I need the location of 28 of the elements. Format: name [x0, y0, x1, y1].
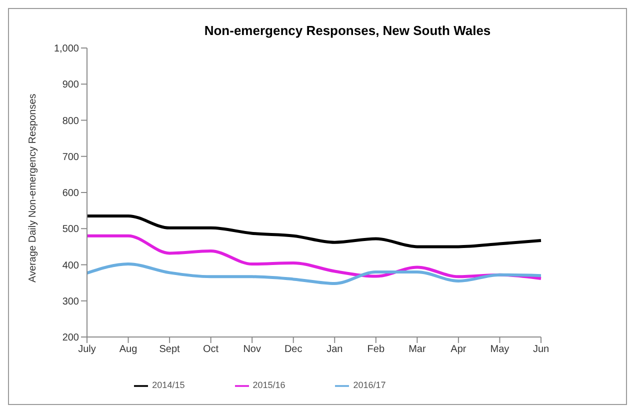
x-tick-label: Jun — [532, 344, 550, 356]
y-tick-label: 600 — [62, 188, 80, 200]
x-tick-label: May — [490, 344, 510, 356]
y-tick-label: 300 — [62, 296, 80, 308]
y-tick-label: 900 — [62, 80, 80, 91]
x-tick-label: Mar — [408, 344, 426, 356]
x-tick-label: Apr — [450, 344, 467, 356]
y-axis-title: Average Daily Non-emergency Responses — [28, 94, 39, 282]
x-tick-label: Sept — [159, 344, 180, 356]
y-tick-label: 1,000 — [54, 44, 80, 55]
legend-label: 2015/16 — [252, 380, 286, 390]
legend-label: 2014/15 — [152, 380, 185, 390]
x-tick-label: Nov — [243, 344, 261, 356]
y-tick-label: 200 — [62, 332, 80, 344]
line-series — [86, 262, 542, 286]
line-series — [86, 214, 542, 248]
x-tick-label: Dec — [284, 344, 302, 356]
y-tick-label: 800 — [62, 116, 80, 127]
y-tick-label: 500 — [62, 224, 80, 236]
x-tick-label: Feb — [367, 344, 385, 356]
chart-title: Non-emergency Responses, New South Wales — [203, 23, 492, 38]
x-tick-label: Aug — [119, 344, 138, 356]
x-tick-label: Jan — [326, 344, 343, 356]
legend-label: 2016/17 — [353, 380, 386, 390]
x-tick-label: Oct — [203, 344, 219, 356]
y-tick-label: 700 — [62, 152, 80, 163]
y-tick-label: 400 — [62, 260, 80, 272]
x-tick-label: July — [78, 344, 96, 356]
